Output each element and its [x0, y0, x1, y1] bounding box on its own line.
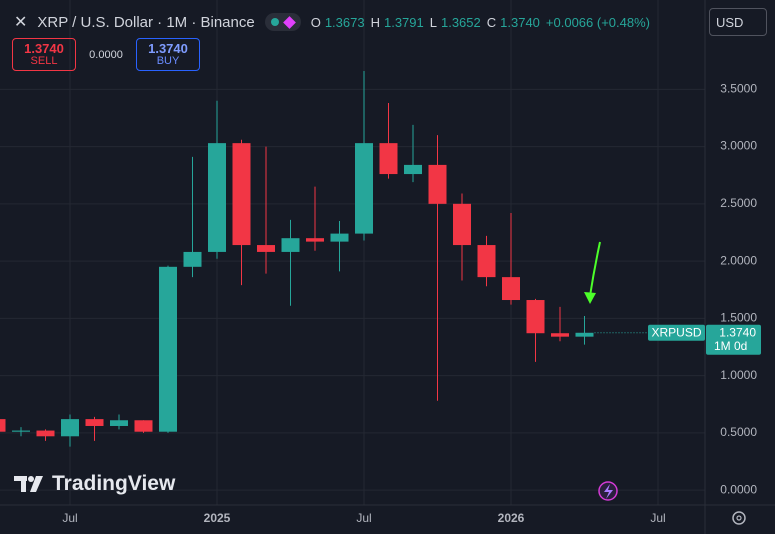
buy-label: BUY	[156, 54, 180, 67]
x-tick-label: 2025	[204, 511, 231, 525]
price-label: 1.3740	[719, 325, 756, 339]
candle-body	[281, 238, 300, 252]
lightning-glyph	[604, 484, 613, 499]
y-tick-label: 2.0000	[720, 253, 757, 267]
candle-body	[12, 430, 30, 432]
buy-button[interactable]: 1.3740 BUY	[136, 38, 200, 71]
candle-body	[183, 251, 202, 267]
candle-body	[379, 143, 398, 175]
legend-value: 1.3791	[383, 14, 424, 30]
legend-key: O	[310, 14, 321, 30]
x-tick-label: Jul	[650, 511, 665, 525]
y-tick-label: 1.5000	[720, 311, 757, 325]
candle-body	[502, 277, 520, 301]
header: ✕ XRP / U.S. Dollar · 1M · Binance O 1.36…	[14, 12, 652, 32]
candle-body	[306, 238, 324, 242]
settings-icon[interactable]	[732, 511, 746, 525]
y-tick-label: 0.0000	[720, 482, 757, 496]
candle-body	[428, 164, 447, 204]
currency-select[interactable]: USD	[709, 8, 767, 36]
y-tick-label: 2.5000	[720, 196, 757, 210]
sell-price: 1.3740	[24, 40, 64, 56]
candle-body	[85, 419, 104, 426]
x-tick-label: Jul	[356, 511, 371, 525]
candle-body	[551, 333, 569, 337]
trade-panel: 1.3740 SELL 0.0000 1.3740 BUY	[12, 38, 200, 71]
symbol-label: XRPUSD	[651, 325, 701, 339]
countdown-label: 1M 0d	[714, 339, 747, 353]
legend-value: 1.3652	[440, 14, 481, 30]
sell-button[interactable]: 1.3740 SELL	[12, 38, 76, 71]
legend-key: C	[486, 14, 497, 30]
candle-body	[134, 420, 153, 432]
y-tick-label: 3.0000	[720, 139, 757, 153]
candle-body	[477, 245, 496, 278]
grid	[0, 0, 705, 505]
logo-mark	[14, 476, 43, 492]
candle-body	[257, 245, 275, 252]
candle-body	[159, 266, 177, 432]
candle-body	[526, 300, 545, 334]
logo: TradingView	[14, 472, 175, 496]
price-badge	[706, 324, 761, 355]
legend-key: H	[370, 14, 380, 30]
close-button[interactable]: ✕	[14, 14, 28, 31]
legend-value: 1.3673	[324, 14, 365, 30]
ohlc-legend: O 1.3673 H 1.3791 L 1.3652 C 1.3740 +0.0066 (+0.…	[311, 15, 652, 30]
x-tick-label: 2026	[498, 511, 525, 525]
candle-body	[0, 419, 6, 432]
candle-body	[404, 164, 422, 175]
candle-body	[36, 430, 55, 437]
chart-title: XRP / U.S. Dollar · 1M · Binance	[37, 13, 255, 31]
legend-value: 1.3740	[500, 14, 540, 30]
status-icon[interactable]	[264, 13, 301, 31]
annotation-arrow	[589, 241, 601, 297]
buy-price: 1.3740	[148, 40, 188, 56]
sell-label: SELL	[30, 54, 58, 67]
settings-icon-core	[736, 515, 742, 521]
candle-body	[61, 419, 79, 437]
x-tick-label: Jul	[62, 511, 77, 525]
candle-body	[575, 332, 594, 337]
candle-body	[330, 233, 349, 242]
candles	[0, 70, 705, 447]
candle-body	[232, 143, 251, 246]
candle-body	[355, 143, 373, 234]
spread: 0.0000	[89, 48, 123, 61]
symbol-badge	[648, 324, 705, 341]
legend-change: +0.0066 (+0.48%)	[545, 14, 650, 30]
y-tick-label: 1.0000	[720, 368, 757, 382]
candle-body	[110, 420, 128, 426]
currency-label: USD	[716, 14, 744, 30]
axes: 0.0000 0.5000 1.0000 1.5000 2.0000 2.5000 3.00…	[62, 81, 761, 525]
y-tick-label: 3.5000	[720, 81, 757, 95]
candle-body	[453, 203, 471, 246]
logo-text: TradingView	[52, 472, 176, 495]
candle-body	[208, 143, 226, 252]
y-tick-label: 0.5000	[720, 425, 757, 439]
annotation-arrowhead	[584, 292, 596, 304]
legend-key: L	[429, 14, 437, 30]
